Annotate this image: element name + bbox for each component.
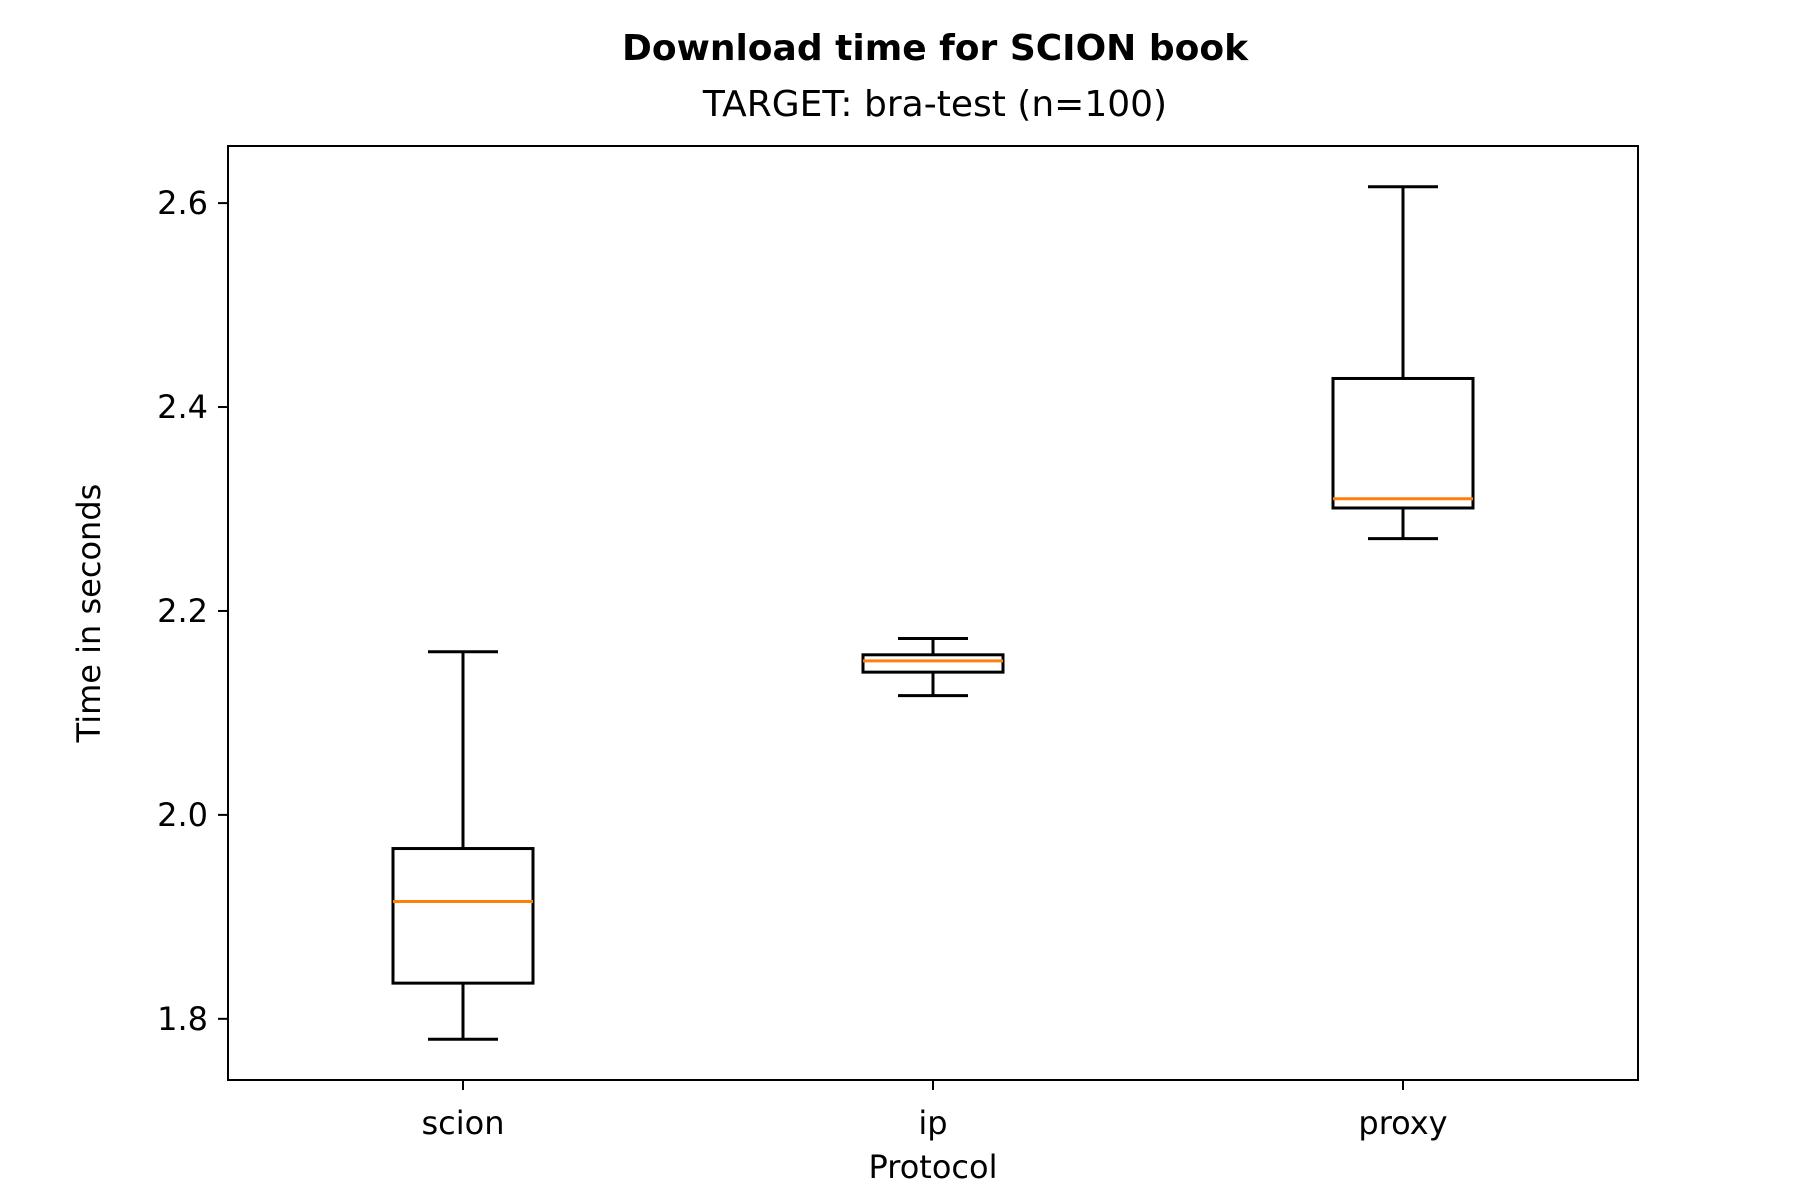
x-axis-label: Protocol [869, 1148, 998, 1186]
boxes-layer [391, 185, 1475, 1041]
box-rect-ip [861, 653, 1005, 674]
y-tick-label: 2.0 [157, 796, 208, 834]
box-proxy [1331, 185, 1475, 541]
box-rect-proxy [1331, 376, 1475, 510]
plot-area-frame [227, 145, 1639, 1081]
y-tick-label: 2.4 [157, 388, 208, 426]
box-ip [861, 636, 1005, 698]
x-axis: scion ip proxy [421, 1080, 1448, 1142]
y-tick-label: 2.6 [157, 184, 208, 222]
x-tick-label-proxy: proxy [1358, 1104, 1447, 1142]
chart-subtitle: TARGET: bra-test (n=100) [702, 84, 1167, 125]
y-axis-label: Time in seconds [70, 484, 108, 744]
y-tick-label: 2.2 [157, 592, 208, 630]
y-tick-label: 1.8 [157, 1000, 208, 1038]
chart-title: Download time for SCION book [622, 28, 1249, 69]
x-tick-label-ip: ip [918, 1104, 947, 1142]
x-tick-label-scion: scion [421, 1104, 504, 1142]
box-rect-scion [391, 847, 535, 985]
y-axis: 1.8 2.0 2.2 2.4 2.6 [157, 184, 228, 1038]
box-scion [391, 650, 535, 1041]
